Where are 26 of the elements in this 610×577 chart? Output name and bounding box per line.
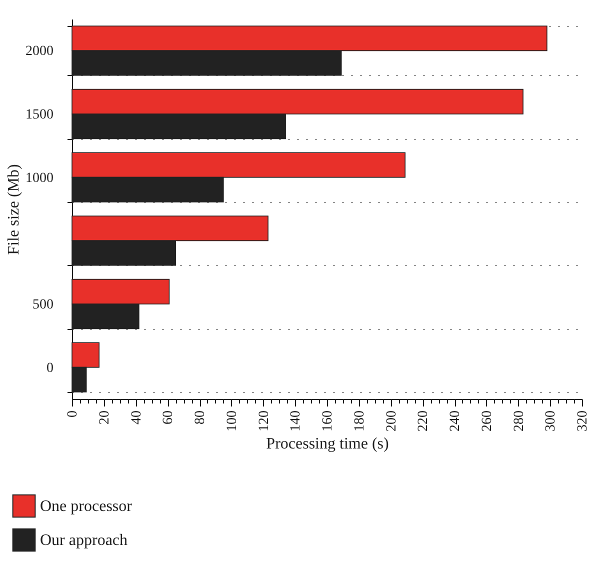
x-tick-label: 220 [416, 410, 432, 432]
x-tick-label: 320 [576, 410, 590, 432]
y-tick-label: 1000 [26, 170, 54, 186]
x-axis-title: Processing time (s) [266, 436, 389, 452]
legend-label: Our approach [40, 532, 128, 549]
x-tick-label: 260 [480, 410, 495, 432]
x-tick-label: 20 [97, 410, 112, 424]
x-tick-label: 280 [512, 410, 527, 432]
y-tick-label: 0 [46, 360, 54, 376]
y-tick-label: 500 [32, 298, 54, 312]
x-tick-label: 60 [161, 410, 176, 424]
x-tick-label: 160 [320, 410, 336, 432]
x-tick-label: 80 [193, 410, 208, 424]
y-axis-title: File size (Mb) [6, 164, 22, 255]
x-tick-label: 180 [352, 410, 368, 432]
y-tick-label: 2000 [26, 44, 54, 60]
x-tick-label: 240 [448, 410, 463, 432]
x-tick-label: 100 [224, 410, 240, 432]
x-tick-label: 40 [129, 410, 144, 424]
x-tick-label: 140 [288, 410, 304, 432]
y-tick-label: 1500 [26, 108, 54, 122]
x-tick-label: 0 [66, 410, 80, 418]
x-tick-label: 200 [384, 410, 400, 432]
x-tick-label: 120 [256, 410, 272, 432]
legend-label: One processor [40, 498, 133, 515]
x-tick-label: 300 [544, 410, 559, 432]
